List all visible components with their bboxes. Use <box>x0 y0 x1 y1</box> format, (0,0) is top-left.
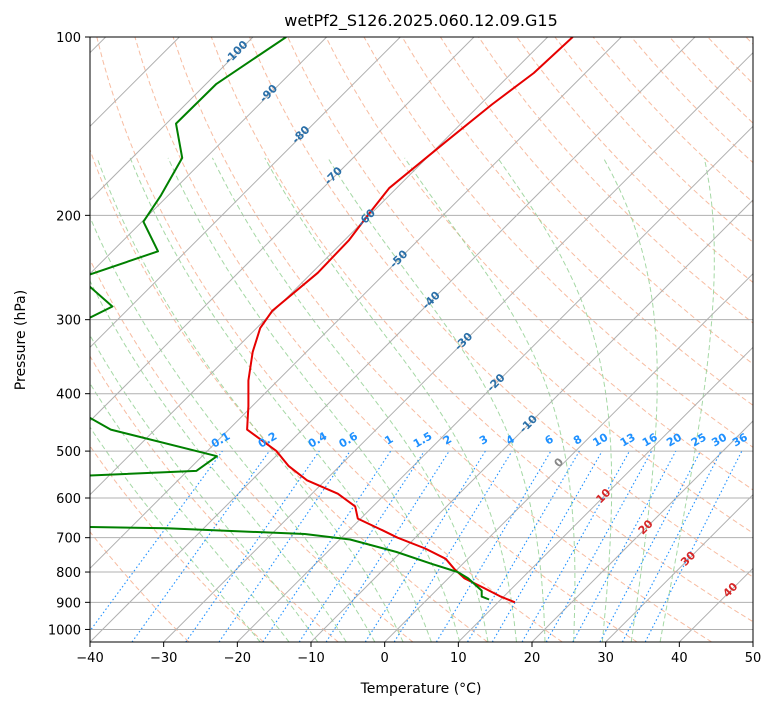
x-tick-label: 20 <box>524 651 541 666</box>
y-tick-label: 200 <box>56 209 81 224</box>
isotherm-line <box>90 37 549 496</box>
axes-layer: −40 −30 −20 −10 0 10 20 30 40 50 100 200 300 400 500 60… <box>48 31 761 666</box>
y-tick-label: 500 <box>56 445 81 460</box>
moist-adiabat <box>90 334 319 642</box>
dry-adiabat <box>134 37 638 642</box>
dry-adiabat <box>249 37 753 578</box>
moist-adiabat <box>659 157 715 642</box>
moist-adiabat <box>90 215 376 642</box>
dry-adiabat <box>210 37 753 623</box>
y-tick-label: 600 <box>56 492 81 507</box>
y-tick-label: 300 <box>56 314 81 329</box>
mixing-ratio-line <box>185 450 320 642</box>
x-tick-label: 40 <box>671 651 688 666</box>
y-tick-label: 100 <box>56 31 81 46</box>
moist-adiabat <box>90 426 261 642</box>
background-lines <box>90 37 753 642</box>
mixing-ratio-line <box>521 450 630 642</box>
x-tick-label: −20 <box>224 651 251 666</box>
y-tick-label: 700 <box>56 532 81 547</box>
isotherm-line <box>90 37 254 201</box>
moist-adiabat <box>129 157 432 642</box>
moist-adiabat <box>264 157 517 642</box>
isotherm-line <box>236 125 753 642</box>
x-tick-label: 0 <box>381 651 389 666</box>
series-layer <box>90 37 574 604</box>
dry-adiabat <box>90 148 488 642</box>
dry-adiabat <box>401 37 753 406</box>
temperature-profile <box>246 37 574 604</box>
chart-title: wetPf2_S126.2025.060.12.09.G15 <box>284 11 558 31</box>
isotherm-line <box>90 37 696 642</box>
isotherm-line <box>90 37 328 275</box>
mixing-ratio-line <box>435 450 552 642</box>
mixing-ratio-line <box>545 450 653 642</box>
isotherm-line <box>605 493 753 642</box>
isotherm-line <box>90 37 475 422</box>
y-tick-label: 900 <box>56 596 81 611</box>
moist-adiabat <box>497 157 613 642</box>
moist-adiabat <box>90 382 290 642</box>
mixing-ratio-line <box>491 450 603 642</box>
moist-adiabat <box>602 157 658 642</box>
mixing-ratio-line <box>364 450 486 642</box>
moist-adiabat <box>211 157 489 642</box>
isotherm-line <box>457 346 753 642</box>
mixing-ratio-line <box>467 450 580 642</box>
isotherm-line <box>90 37 401 349</box>
isotherm-line <box>310 199 753 642</box>
dry-adiabat <box>96 37 563 642</box>
isotherm-line <box>384 272 753 642</box>
x-axis-label: Temperature (°C) <box>360 681 482 697</box>
dewpoint-profile <box>90 37 490 601</box>
x-tick-label: −10 <box>297 651 324 666</box>
isotherm-line <box>163 51 753 642</box>
y-tick-label: 800 <box>56 566 81 581</box>
dry-adiabat <box>439 37 753 365</box>
y-tick-label: 1000 <box>48 623 81 638</box>
mixing-ratio-line <box>572 450 677 642</box>
isotherm-line <box>90 37 622 570</box>
plot-frame <box>89 36 754 643</box>
dry-adiabat <box>325 37 753 491</box>
dry-adiabat <box>90 445 264 642</box>
y-axis-label: Pressure (hPa) <box>13 290 29 390</box>
x-tick-label: −40 <box>76 651 103 666</box>
x-tick-label: 10 <box>450 651 467 666</box>
mixing-ratio-line <box>218 450 351 642</box>
moist-adiabat <box>96 157 404 642</box>
dry-adiabat <box>90 531 190 642</box>
moist-adiabat <box>90 279 347 642</box>
mixing-ratio-line <box>325 450 450 642</box>
x-tick-label: −30 <box>150 651 177 666</box>
moist-adiabat <box>167 157 461 642</box>
y-tick-label: 400 <box>56 388 81 403</box>
dry-adiabat <box>90 355 339 642</box>
dry-adiabat <box>516 37 753 284</box>
x-tick-label: 50 <box>745 651 762 666</box>
isotherm-line <box>531 420 753 642</box>
mixing-ratio-line <box>393 450 513 642</box>
moist-adiabat <box>404 157 576 642</box>
x-tick-label: 30 <box>597 651 614 666</box>
dry-adiabat <box>172 37 712 642</box>
